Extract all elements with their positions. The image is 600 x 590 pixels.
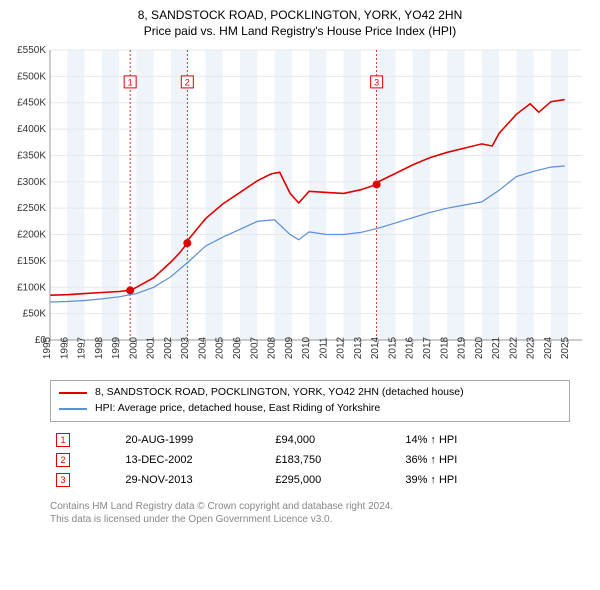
svg-text:2: 2	[185, 77, 190, 87]
svg-text:2007: 2007	[249, 336, 260, 359]
event-date: 13-DEC-2002	[119, 450, 269, 470]
svg-text:£400K: £400K	[17, 124, 46, 135]
legend-item: HPI: Average price, detached house, East…	[59, 401, 561, 417]
svg-text:2015: 2015	[387, 336, 398, 359]
svg-text:£500K: £500K	[17, 71, 46, 82]
event-price: £295,000	[269, 470, 399, 490]
svg-text:£50K: £50K	[23, 309, 47, 320]
svg-text:2000: 2000	[128, 336, 139, 359]
svg-text:£350K: £350K	[17, 150, 46, 161]
svg-text:2008: 2008	[267, 336, 278, 359]
svg-text:2005: 2005	[215, 336, 226, 359]
svg-text:2019: 2019	[457, 336, 468, 359]
event-marker: 2	[56, 453, 70, 467]
svg-text:2006: 2006	[232, 336, 243, 359]
svg-text:2018: 2018	[439, 336, 450, 359]
legend-item: 8, SANDSTOCK ROAD, POCKLINGTON, YORK, YO…	[59, 385, 561, 401]
svg-text:1995: 1995	[42, 336, 53, 359]
svg-text:1999: 1999	[111, 336, 122, 359]
event-marker: 1	[56, 433, 70, 447]
svg-text:2012: 2012	[336, 336, 347, 359]
event-delta: 39% ↑ HPI	[399, 470, 570, 490]
svg-text:£300K: £300K	[17, 177, 46, 188]
svg-text:3: 3	[374, 77, 379, 87]
svg-text:2004: 2004	[197, 336, 208, 359]
footer: Contains HM Land Registry data © Crown c…	[50, 500, 570, 527]
svg-text:2003: 2003	[180, 336, 191, 359]
series-marker	[373, 180, 381, 188]
svg-text:£550K: £550K	[17, 46, 46, 56]
svg-text:2023: 2023	[526, 336, 537, 359]
chart-title: 8, SANDSTOCK ROAD, POCKLINGTON, YORK, YO…	[8, 8, 592, 22]
series-marker	[126, 286, 134, 294]
legend-swatch	[59, 408, 87, 410]
event-date: 29-NOV-2013	[119, 470, 269, 490]
svg-text:2020: 2020	[474, 336, 485, 359]
event-delta: 14% ↑ HPI	[399, 430, 570, 450]
svg-text:2016: 2016	[405, 336, 416, 359]
svg-text:2010: 2010	[301, 336, 312, 359]
svg-text:2011: 2011	[318, 337, 329, 359]
event-date: 20-AUG-1999	[119, 430, 269, 450]
legend: 8, SANDSTOCK ROAD, POCKLINGTON, YORK, YO…	[50, 380, 570, 422]
svg-text:£100K: £100K	[17, 282, 46, 293]
svg-text:1998: 1998	[94, 336, 105, 359]
event-price: £183,750	[269, 450, 399, 470]
event-delta: 36% ↑ HPI	[399, 450, 570, 470]
svg-text:2002: 2002	[163, 336, 174, 359]
legend-label: 8, SANDSTOCK ROAD, POCKLINGTON, YORK, YO…	[95, 385, 464, 401]
footer-line-2: This data is licensed under the Open Gov…	[50, 513, 570, 527]
svg-text:2021: 2021	[491, 336, 502, 359]
svg-text:2022: 2022	[508, 336, 519, 359]
svg-text:£250K: £250K	[17, 203, 46, 214]
svg-text:1: 1	[128, 77, 133, 87]
event-row: 1 20-AUG-1999£94,00014% ↑ HPI	[50, 430, 570, 450]
legend-label: HPI: Average price, detached house, East…	[95, 401, 380, 417]
svg-text:2013: 2013	[353, 336, 364, 359]
svg-text:1997: 1997	[77, 336, 88, 359]
chart-subtitle: Price paid vs. HM Land Registry's House …	[8, 24, 592, 38]
legend-swatch	[59, 392, 87, 394]
footer-line-1: Contains HM Land Registry data © Crown c…	[50, 500, 570, 514]
chart-container: £0£50K£100K£150K£200K£250K£300K£350K£400…	[8, 46, 592, 376]
svg-text:£150K: £150K	[17, 256, 46, 267]
svg-text:£450K: £450K	[17, 98, 46, 109]
events-table: 1 20-AUG-1999£94,00014% ↑ HPI 2 13-DEC-2002…	[50, 430, 570, 490]
event-marker: 3	[56, 473, 70, 487]
chart-svg: £0£50K£100K£150K£200K£250K£300K£350K£400…	[8, 46, 592, 376]
svg-text:2009: 2009	[284, 336, 295, 359]
series-marker	[183, 239, 191, 247]
svg-text:£200K: £200K	[17, 230, 46, 241]
svg-text:2025: 2025	[560, 336, 571, 359]
svg-text:1996: 1996	[59, 336, 70, 359]
event-row: 3 29-NOV-2013£295,00039% ↑ HPI	[50, 470, 570, 490]
svg-text:2014: 2014	[370, 336, 381, 359]
svg-text:2024: 2024	[543, 336, 554, 359]
svg-text:2001: 2001	[146, 336, 157, 359]
event-price: £94,000	[269, 430, 399, 450]
event-row: 2 13-DEC-2002£183,75036% ↑ HPI	[50, 450, 570, 470]
svg-text:2017: 2017	[422, 336, 433, 359]
